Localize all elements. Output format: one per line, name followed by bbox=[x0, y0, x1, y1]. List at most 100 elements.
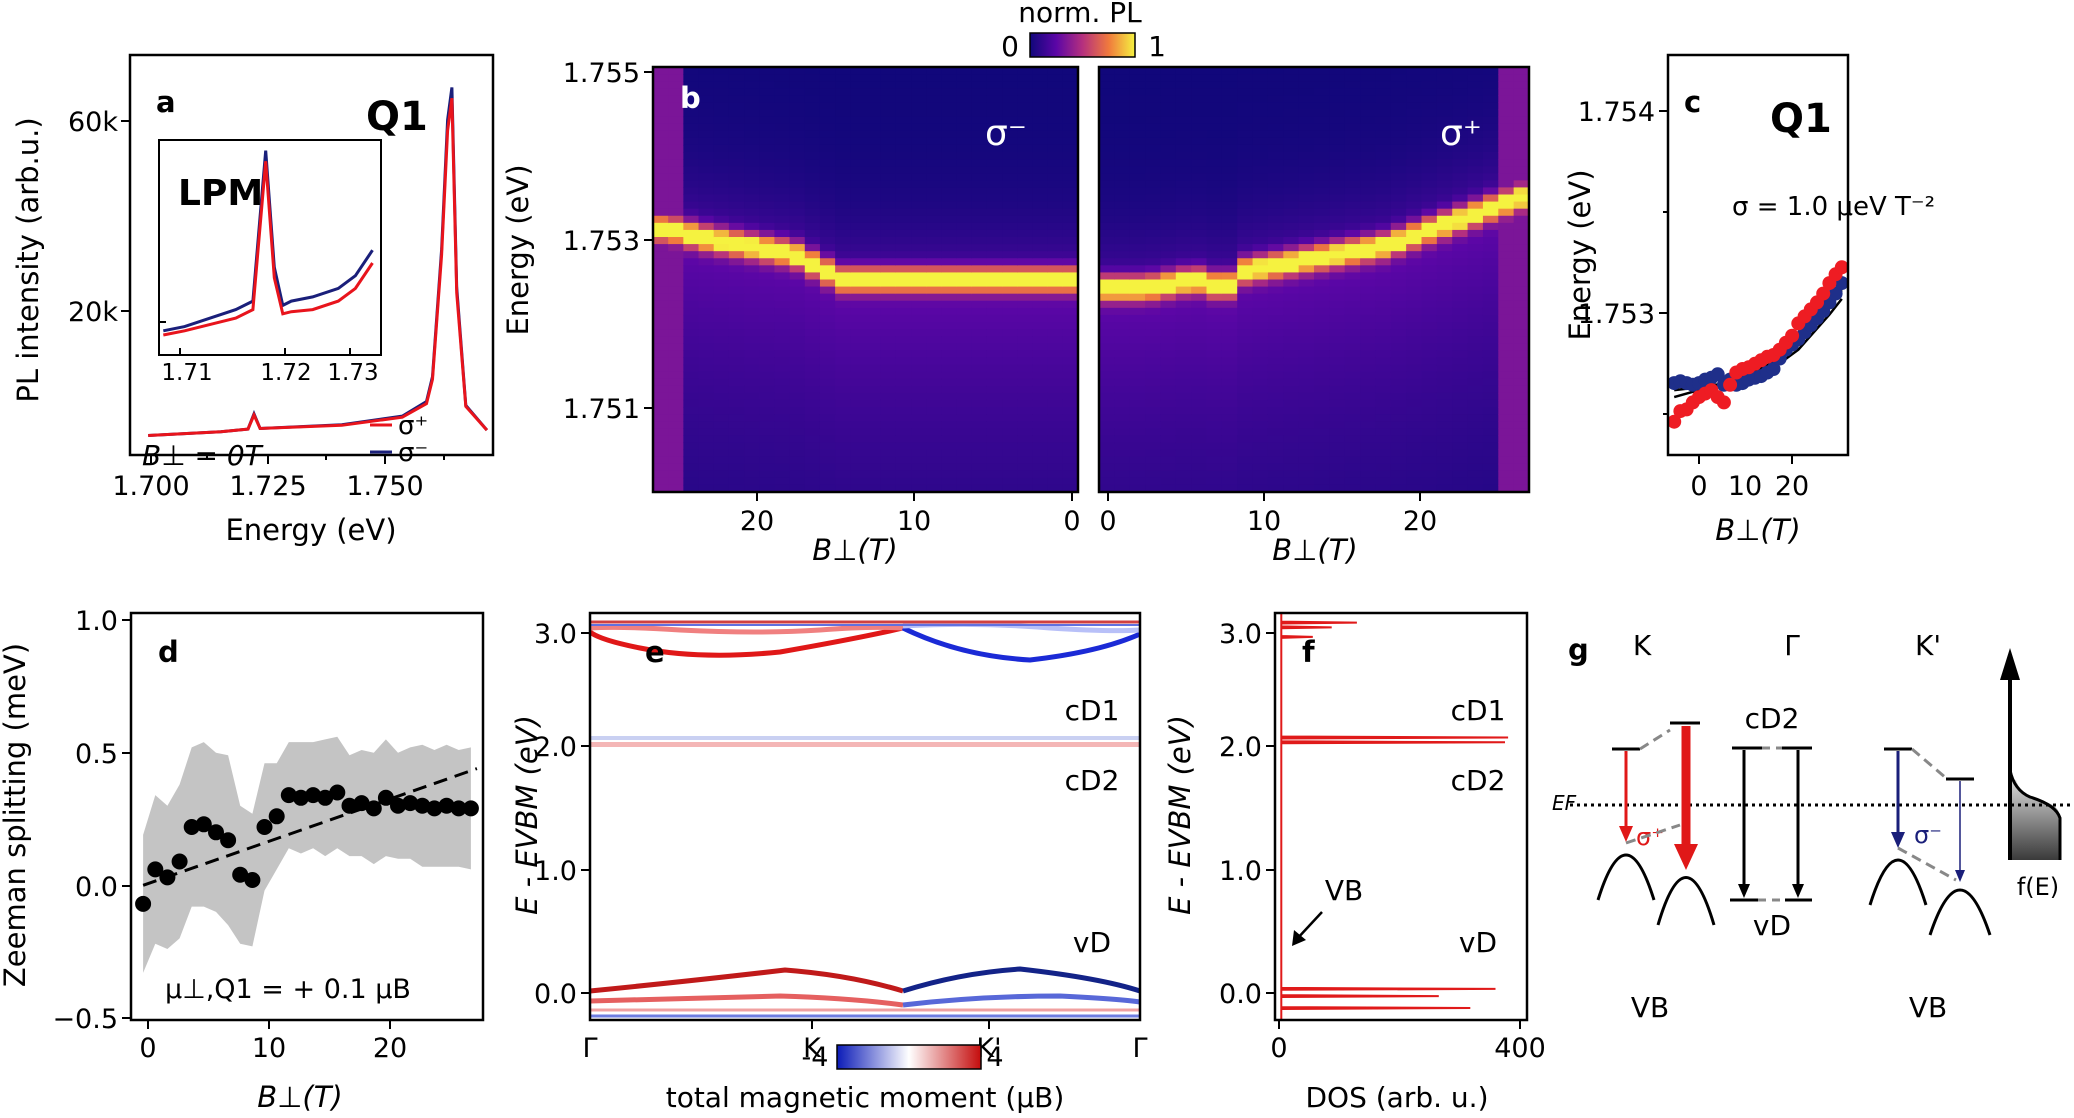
heatmap-cell bbox=[774, 435, 791, 444]
heatmap-cell bbox=[1002, 300, 1018, 309]
heatmap-cell bbox=[759, 364, 776, 373]
heatmap-cell bbox=[911, 222, 927, 231]
heatmap-cell bbox=[1129, 421, 1146, 429]
panel-e-frame bbox=[588, 611, 1142, 1022]
heatmap-cell bbox=[1452, 385, 1469, 394]
heatmap-cell bbox=[819, 166, 836, 174]
heatmap-cell bbox=[1032, 463, 1049, 472]
heatmap-cell bbox=[1344, 279, 1361, 288]
heatmap-cell bbox=[759, 314, 776, 323]
heatmap-cell bbox=[865, 421, 882, 429]
heatmap-cell bbox=[835, 456, 851, 465]
heatmap-cell bbox=[668, 88, 684, 96]
heatmap-cell bbox=[1252, 421, 1269, 429]
heatmap-cell bbox=[804, 95, 821, 104]
heatmap-cell bbox=[1329, 173, 1346, 181]
heatmap-cell bbox=[1099, 159, 1115, 167]
heatmap-cell bbox=[1498, 173, 1515, 181]
heatmap-cell bbox=[1329, 350, 1346, 359]
heatmap-cell bbox=[971, 251, 988, 259]
heatmap-cell bbox=[1237, 208, 1254, 217]
heatmap-cell bbox=[1017, 81, 1034, 89]
heatmap-cell bbox=[1237, 237, 1254, 245]
heatmap-cell bbox=[1314, 144, 1330, 153]
data-point bbox=[1668, 414, 1682, 429]
heatmap-cell bbox=[1252, 194, 1269, 203]
heatmap-cell bbox=[850, 272, 867, 281]
heatmap-cell bbox=[1298, 322, 1315, 330]
y-axis-label: Energy (eV) bbox=[501, 164, 535, 335]
heatmap-cell bbox=[759, 463, 776, 472]
heatmap-cell bbox=[774, 407, 791, 415]
heatmap-cell bbox=[850, 194, 867, 203]
heatmap-cell bbox=[941, 194, 958, 203]
heatmap-cell bbox=[1467, 449, 1484, 458]
heatmap-cell bbox=[653, 144, 669, 153]
heatmap-cell bbox=[1360, 407, 1377, 415]
heatmap-cell bbox=[850, 300, 867, 309]
heatmap-cell bbox=[653, 74, 669, 82]
heatmap-cell bbox=[1467, 265, 1484, 274]
heatmap-cell bbox=[850, 399, 867, 408]
heatmap-cell bbox=[850, 392, 867, 401]
heatmap-cell bbox=[1175, 449, 1192, 458]
heatmap-cell bbox=[911, 81, 927, 89]
heatmap-cell bbox=[895, 470, 912, 479]
heatmap-cell bbox=[1498, 307, 1515, 316]
heatmap-cell bbox=[1145, 166, 1162, 174]
y-axis-label: E - EVBM (eV) bbox=[1163, 715, 1197, 915]
heatmap-cell bbox=[819, 378, 836, 387]
heatmap-cell bbox=[1160, 470, 1177, 479]
heatmap-cell bbox=[728, 237, 745, 245]
heatmap-cell bbox=[1406, 123, 1423, 132]
heatmap-cell bbox=[1047, 208, 1064, 217]
heatmap-cell bbox=[1375, 392, 1392, 401]
x-axis-label: total magnetic moment (μB) bbox=[666, 1081, 1065, 1114]
vb-parabola bbox=[1928, 888, 1992, 936]
conduction-bands bbox=[588, 620, 1142, 663]
heatmap-cell bbox=[1252, 456, 1269, 465]
heatmap-cell bbox=[1482, 435, 1499, 444]
heatmap-cell bbox=[971, 244, 988, 252]
heatmap-cell bbox=[744, 265, 760, 274]
heatmap-cell bbox=[1221, 421, 1238, 429]
heatmap-cell bbox=[1421, 456, 1438, 465]
heatmap-cell bbox=[698, 215, 715, 224]
heatmap-cell bbox=[728, 463, 745, 472]
heatmap-cell bbox=[1498, 428, 1515, 436]
heatmap-cell bbox=[986, 201, 1003, 210]
heatmap-cell bbox=[683, 144, 700, 153]
heatmap-cell bbox=[1191, 470, 1208, 479]
heatmap-cell bbox=[1406, 208, 1423, 217]
heatmap-cell bbox=[728, 293, 745, 302]
heatmap-cell bbox=[1191, 123, 1208, 132]
heatmap-cell bbox=[668, 407, 684, 415]
heatmap-cell bbox=[1406, 385, 1423, 394]
heatmap-cell bbox=[1267, 116, 1284, 125]
heatmap-cell bbox=[1114, 407, 1131, 415]
heatmap-cell bbox=[926, 137, 942, 146]
colorbar-min: 0 bbox=[1001, 30, 1019, 63]
heatmap-cell bbox=[1329, 95, 1346, 104]
heatmap-cell bbox=[1406, 222, 1423, 231]
tick-label: 10 bbox=[1247, 506, 1281, 537]
heatmap-cell bbox=[653, 392, 669, 401]
heatmap-cell bbox=[1032, 208, 1049, 217]
data-point bbox=[268, 808, 285, 825]
heatmap-cell bbox=[1329, 293, 1346, 302]
heatmap-cell bbox=[1283, 484, 1300, 493]
heatmap-cell bbox=[1314, 109, 1330, 118]
heatmap-cell bbox=[1329, 421, 1346, 429]
heatmap-cell bbox=[1267, 322, 1284, 330]
heatmap-cell bbox=[744, 222, 760, 231]
heatmap-cell bbox=[1406, 357, 1423, 366]
heatmap-cell bbox=[728, 329, 745, 337]
heatmap-cell bbox=[1047, 130, 1064, 139]
heatmap-cell bbox=[1160, 67, 1177, 75]
heatmap-cell bbox=[744, 399, 760, 408]
heatmap-cell bbox=[1344, 244, 1361, 252]
heatmap-cell bbox=[713, 159, 730, 167]
heatmap-cell bbox=[1017, 456, 1034, 465]
heatmap-cell bbox=[1421, 116, 1438, 125]
heatmap-cell bbox=[1145, 187, 1162, 196]
